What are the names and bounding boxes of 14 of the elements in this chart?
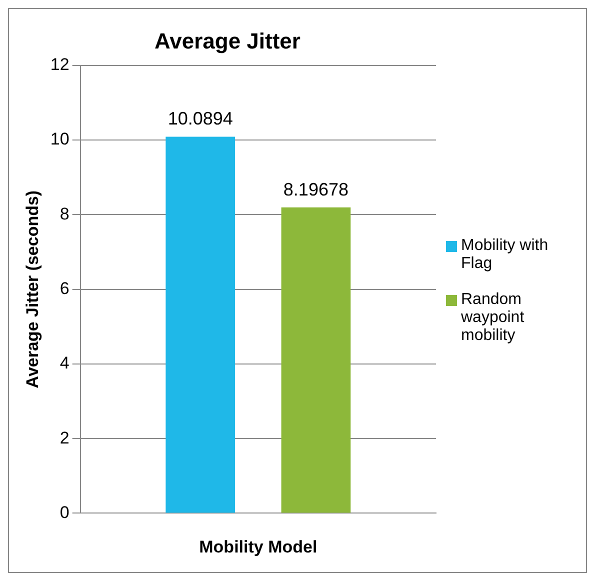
x-axis-title: Mobility Model	[199, 537, 318, 556]
legend-label: Random waypoint mobility	[461, 290, 526, 344]
chart-title: Average Jitter	[154, 28, 301, 54]
y-tick-label: 10	[50, 130, 70, 149]
y-tick-label: 8	[60, 204, 70, 224]
legend-label: Mobility with Flag	[461, 236, 550, 272]
y-tick-label: 6	[60, 278, 70, 298]
data-label: 8.19678	[283, 179, 348, 200]
y-tick-label: 4	[60, 354, 70, 373]
y-tick-label: 12	[50, 55, 70, 74]
y-axis-title: Average Jitter (seconds)	[22, 190, 42, 388]
y-tick-label: 2	[60, 428, 70, 448]
data-label: 10.0894	[168, 108, 233, 129]
y-tick-label: 0	[60, 502, 70, 522]
